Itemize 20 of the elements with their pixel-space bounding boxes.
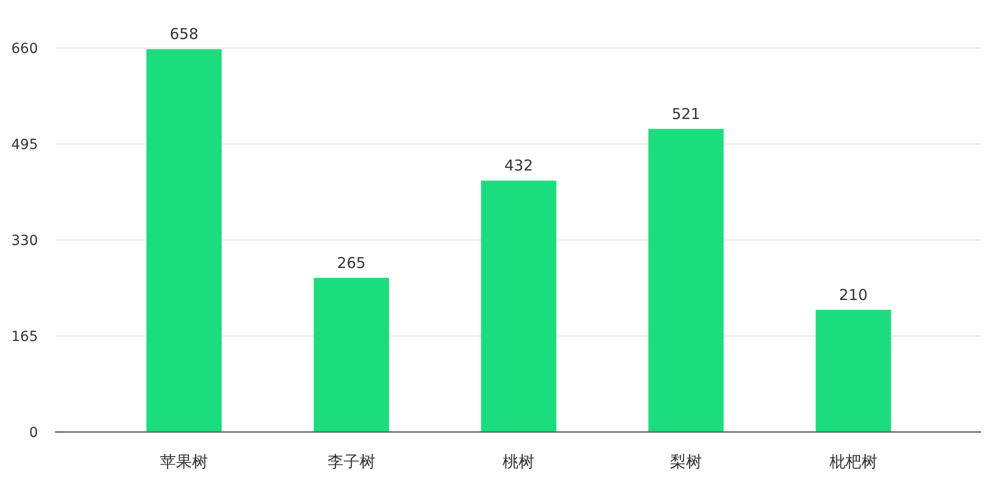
y-tick-label: 0 xyxy=(29,425,38,441)
y-tick-label: 660 xyxy=(11,41,38,57)
data-label: 658 xyxy=(170,25,198,44)
y-tick-label: 330 xyxy=(11,233,38,249)
x-tick-label: 桃树 xyxy=(502,452,535,471)
bar xyxy=(648,128,724,432)
bar xyxy=(481,180,556,432)
x-tick-label: 枇杷树 xyxy=(828,452,878,471)
x-tick-label: 梨树 xyxy=(670,452,702,471)
data-label: 265 xyxy=(337,254,366,272)
data-label: 521 xyxy=(672,104,700,123)
bar xyxy=(314,278,390,432)
data-label: 210 xyxy=(839,286,868,304)
x-tick-label: 李子树 xyxy=(327,452,376,471)
y-tick-label: 495 xyxy=(11,137,38,153)
x-tick-label: 苹果树 xyxy=(160,452,208,471)
y-tick-label: 165 xyxy=(11,329,38,345)
bar xyxy=(146,49,222,432)
data-label: 432 xyxy=(504,156,534,175)
bar xyxy=(816,310,891,432)
